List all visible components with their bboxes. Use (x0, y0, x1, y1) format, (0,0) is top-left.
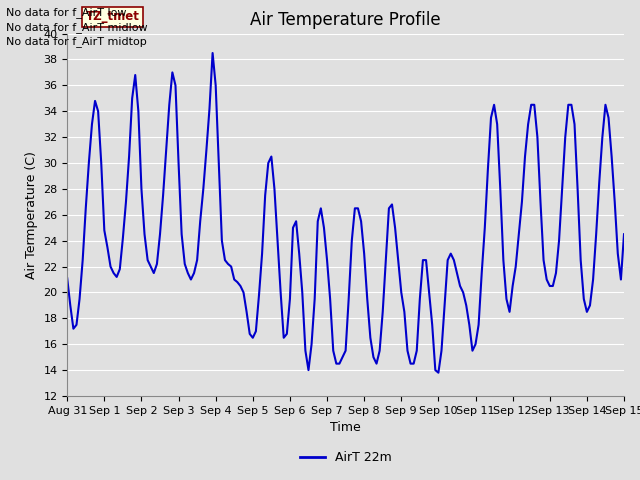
AirT 22m (147, 264, 155, 269)
AirT 22m (110, 270, 118, 276)
Y-axis label: Air Termperature (C): Air Termperature (C) (25, 151, 38, 279)
AirT 22m (221, 257, 229, 263)
AirT 22m (63, 276, 71, 281)
AirT 22m (209, 50, 216, 56)
Text: TZ_tmet: TZ_tmet (86, 10, 140, 23)
Text: No data for f_AirT midtop: No data for f_AirT midtop (6, 36, 147, 47)
AirT 22m (620, 231, 628, 237)
Text: No data for f_AirT low: No data for f_AirT low (6, 7, 127, 18)
AirT 22m (335, 361, 343, 367)
Line: AirT 22m: AirT 22m (67, 53, 624, 372)
Title: Air Temperature Profile: Air Temperature Profile (250, 11, 441, 29)
AirT 22m (531, 102, 538, 108)
Legend: AirT 22m: AirT 22m (295, 446, 396, 469)
AirT 22m (333, 361, 340, 367)
AirT 22m (435, 370, 442, 375)
Text: No data for f_AirT midlow: No data for f_AirT midlow (6, 22, 148, 33)
X-axis label: Time: Time (330, 421, 361, 434)
